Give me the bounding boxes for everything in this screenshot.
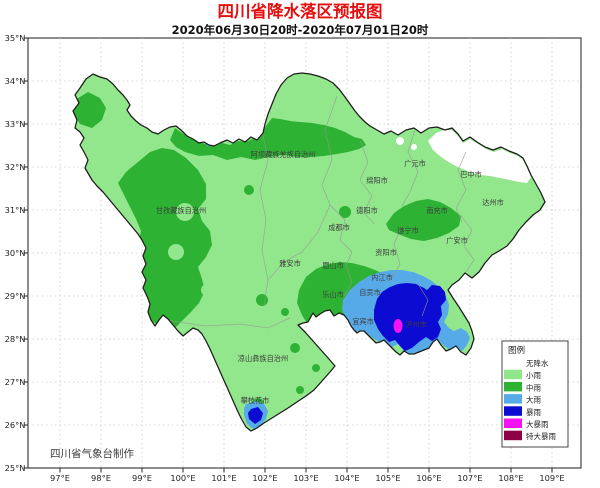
page-subtitle: 2020年06月30日20时-2020年07月01日20时 [172, 23, 429, 37]
region-moderate-rain-west-blob [118, 148, 212, 331]
legend-title: 图例 [508, 345, 525, 356]
map-label: 乐山市 [322, 290, 344, 299]
x-tick-label: 103°E [293, 473, 318, 483]
map-label: 自贡市 [359, 288, 381, 297]
x-tick-label: 97°E [50, 473, 70, 483]
map-label: 泸州市 [405, 320, 427, 329]
legend-swatch [504, 381, 522, 392]
map-label: 德阳市 [356, 206, 378, 215]
x-tick-label: 101°E [211, 473, 236, 483]
region-no-rain-spot-1 [396, 137, 404, 145]
region-rainstorm-ne-lobe [425, 285, 446, 306]
map-label: 绵阳市 [366, 176, 388, 185]
map-label: 甘孜藏族自治州 [156, 206, 206, 215]
region-light-hole-3 [201, 284, 213, 296]
province-outline [72, 72, 546, 432]
map-label: 遂宁市 [397, 226, 419, 235]
x-tick-label: 100°E [170, 473, 195, 483]
x-tick-label: 98°E [91, 473, 111, 483]
x-tick-label: 104°E [334, 473, 359, 483]
map-label: 宜宾市 [352, 317, 374, 326]
x-tick-label: 109°E [539, 473, 564, 483]
map-label: 成都市 [328, 223, 350, 232]
axis-ticks: 97°E 98°E 99°E 100°E 101°E 102°E 103°E 104°E 105… [5, 33, 565, 483]
y-tick-label: 26°N [5, 420, 26, 430]
legend-label: 暴雨 [526, 408, 541, 417]
map-label: 内江市 [371, 273, 393, 282]
map-label: 巴中市 [460, 170, 482, 179]
region-light-hole-2 [168, 244, 184, 260]
legend-swatch [504, 430, 522, 441]
credit-text: 四川省气象台制作 [50, 447, 134, 460]
y-tick-label: 25°N [5, 463, 26, 473]
x-tick-label: 106°E [416, 473, 441, 483]
y-tick-label: 35°N [5, 33, 26, 43]
region-moderate-rain-north-band [170, 118, 366, 160]
x-tick-label: 107°E [457, 473, 482, 483]
region-no-rain-spot-2 [411, 144, 417, 150]
region-downpour-core [393, 319, 403, 333]
map-label: 资阳市 [375, 248, 397, 257]
map-label: 达州市 [482, 198, 504, 207]
region-no-rain-northeast [428, 130, 531, 183]
x-tick-label: 99°E [132, 473, 152, 483]
region-moderate-small-7 [296, 386, 304, 394]
legend-swatch [504, 394, 522, 404]
region-light-hole-1 [176, 203, 194, 221]
legend-label: 中雨 [526, 382, 541, 392]
legend-label: 特大暴雨 [526, 431, 556, 441]
y-tick-label: 29°N [5, 291, 26, 301]
x-tick-label: 108°E [498, 473, 523, 483]
legend-swatch [504, 406, 522, 416]
y-tick-label: 32°N [5, 162, 26, 172]
legend-swatch [504, 418, 522, 428]
map-label: 凉山彝族自治州 [238, 354, 288, 363]
legend-label: 大暴雨 [526, 419, 549, 429]
region-moderate-rain-horn-patch [73, 92, 106, 128]
region-moderate-small-2 [244, 185, 254, 195]
map-label: 阿坝藏族羌族自治州 [251, 150, 316, 159]
x-tick-label: 105°E [375, 473, 400, 483]
region-moderate-small-1 [339, 206, 351, 218]
y-tick-label: 33°N [5, 119, 26, 129]
map-label: 攀枝花市 [241, 396, 270, 405]
y-tick-label: 28°N [5, 334, 26, 344]
legend-label: 大雨 [526, 395, 541, 405]
region-rainstorm-luzhou [374, 283, 442, 351]
region-moderate-small-5 [290, 343, 300, 353]
map-label: 南充市 [426, 206, 448, 215]
map-label: 广安市 [446, 236, 468, 245]
x-tick-label: 102°E [252, 473, 277, 483]
legend-swatch [504, 357, 522, 367]
map-label: 眉山市 [322, 261, 344, 270]
region-moderate-small-6 [312, 364, 320, 372]
admin-boundaries [165, 95, 475, 329]
region-moderate-small-3 [256, 294, 268, 306]
y-tick-label: 31°N [5, 205, 26, 215]
y-tick-label: 34°N [5, 76, 26, 86]
region-rainstorm-panzhihua [248, 407, 263, 424]
page-title: 四川省降水落区预报图 [218, 1, 383, 21]
y-tick-label: 27°N [5, 377, 26, 387]
legend-label: 小雨 [526, 371, 541, 380]
map-label: 广元市 [404, 159, 426, 168]
legend-swatch [504, 369, 522, 380]
legend-label: 无降水 [526, 358, 549, 368]
region-moderate-small-4 [281, 308, 289, 316]
region-moderate-rain-nanchong [386, 199, 461, 241]
map-label: 雅安市 [279, 259, 301, 268]
y-tick-label: 30°N [5, 248, 26, 258]
